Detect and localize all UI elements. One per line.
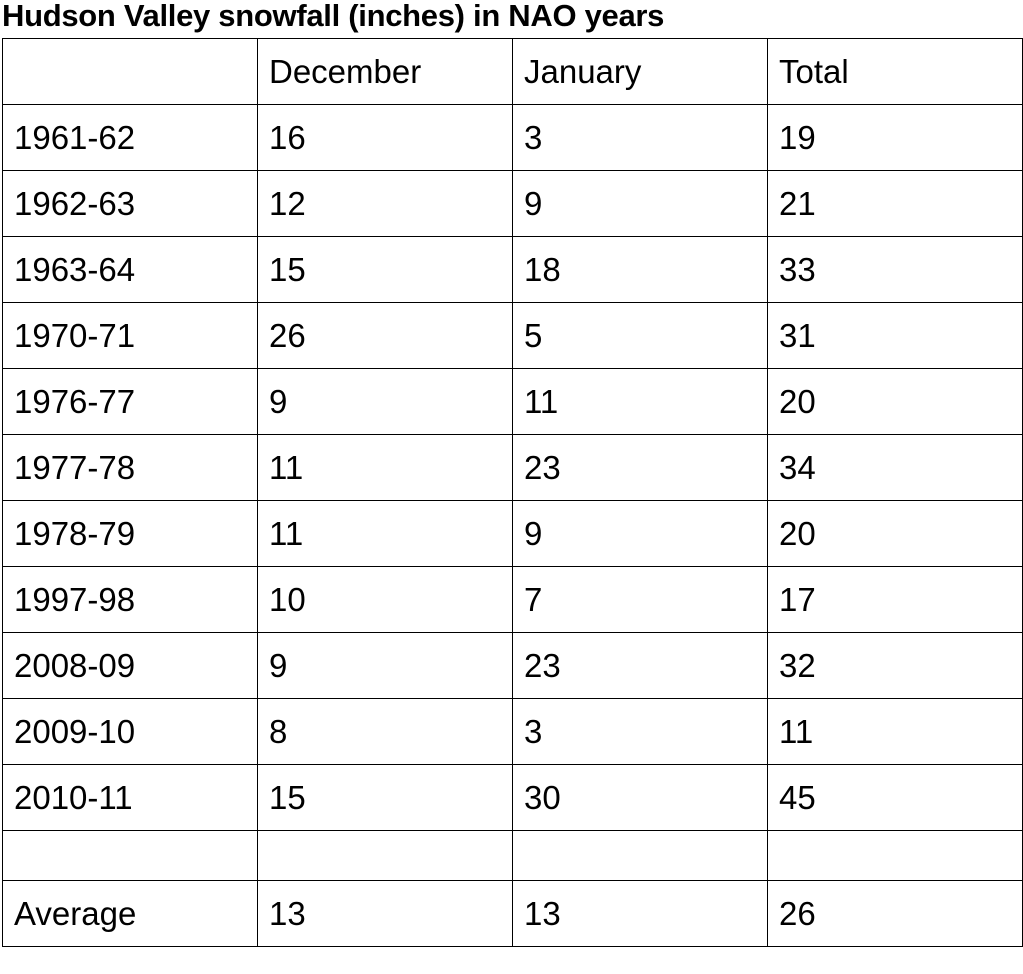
data-cell: 20 xyxy=(767,368,1023,435)
data-cell: 15 xyxy=(257,764,513,831)
data-cell: 9 xyxy=(257,368,513,435)
data-cell: 11 xyxy=(257,500,513,567)
row-label: 1997-98 xyxy=(2,566,258,633)
row-label: 2009-10 xyxy=(2,698,258,765)
data-row: 2009-10 8 3 11 xyxy=(2,698,1023,765)
snowfall-table: December January Total 1961-62 16 3 19 1962-63 1… xyxy=(2,38,1023,947)
row-label: 1978-79 xyxy=(2,500,258,567)
data-row: 2010-11 15 30 45 xyxy=(2,764,1023,831)
data-cell: 26 xyxy=(257,302,513,369)
row-label: Average xyxy=(2,880,258,947)
data-cell: 32 xyxy=(767,632,1023,699)
data-cell: 34 xyxy=(767,434,1023,501)
data-cell: 9 xyxy=(257,632,513,699)
data-cell: 21 xyxy=(767,170,1023,237)
data-cell: 11 xyxy=(767,698,1023,765)
data-cell: 10 xyxy=(257,566,513,633)
empty-cell xyxy=(2,830,258,881)
row-label: 1961-62 xyxy=(2,104,258,171)
data-row: 1963-64 15 18 33 xyxy=(2,236,1023,303)
spacer-row xyxy=(2,830,1023,881)
data-row: 1961-62 16 3 19 xyxy=(2,104,1023,171)
data-cell: 8 xyxy=(257,698,513,765)
row-label: 1962-63 xyxy=(2,170,258,237)
header-cell xyxy=(2,38,258,105)
table-body: December January Total 1961-62 16 3 19 1962-63 1… xyxy=(2,38,1023,947)
data-cell: 3 xyxy=(512,698,768,765)
average-row: Average 13 13 26 xyxy=(2,880,1023,947)
data-cell: 9 xyxy=(512,500,768,567)
data-cell: 30 xyxy=(512,764,768,831)
data-cell: 31 xyxy=(767,302,1023,369)
table-title: Hudson Valley snowfall (inches) in NAO y… xyxy=(2,0,665,33)
header-row: December January Total xyxy=(2,38,1023,105)
data-row: 1976-77 9 11 20 xyxy=(2,368,1023,435)
data-row: 1978-79 11 9 20 xyxy=(2,500,1023,567)
header-cell: January xyxy=(512,38,768,105)
data-cell: 15 xyxy=(257,236,513,303)
header-cell: Total xyxy=(767,38,1023,105)
data-cell: 11 xyxy=(257,434,513,501)
data-cell: 20 xyxy=(767,500,1023,567)
data-cell: 33 xyxy=(767,236,1023,303)
data-row: 1997-98 10 7 17 xyxy=(2,566,1023,633)
data-cell: 3 xyxy=(512,104,768,171)
row-label: 2008-09 xyxy=(2,632,258,699)
data-cell: 18 xyxy=(512,236,768,303)
data-row: 1977-78 11 23 34 xyxy=(2,434,1023,501)
row-label: 1963-64 xyxy=(2,236,258,303)
data-cell: 9 xyxy=(512,170,768,237)
header-cell: December xyxy=(257,38,513,105)
row-label: 1970-71 xyxy=(2,302,258,369)
data-cell: 19 xyxy=(767,104,1023,171)
row-label: 2010-11 xyxy=(2,764,258,831)
data-cell: 23 xyxy=(512,632,768,699)
data-cell: 23 xyxy=(512,434,768,501)
data-row: 1970-71 26 5 31 xyxy=(2,302,1023,369)
data-cell: 26 xyxy=(767,880,1023,947)
empty-cell xyxy=(512,830,768,881)
data-cell: 5 xyxy=(512,302,768,369)
row-label: 1977-78 xyxy=(2,434,258,501)
data-cell: 17 xyxy=(767,566,1023,633)
data-cell: 13 xyxy=(257,880,513,947)
row-label: 1976-77 xyxy=(2,368,258,435)
data-cell: 12 xyxy=(257,170,513,237)
data-row: 2008-09 9 23 32 xyxy=(2,632,1023,699)
data-cell: 45 xyxy=(767,764,1023,831)
empty-cell xyxy=(767,830,1023,881)
data-cell: 11 xyxy=(512,368,768,435)
data-row: 1962-63 12 9 21 xyxy=(2,170,1023,237)
data-cell: 7 xyxy=(512,566,768,633)
data-cell: 16 xyxy=(257,104,513,171)
empty-cell xyxy=(257,830,513,881)
data-cell: 13 xyxy=(512,880,768,947)
